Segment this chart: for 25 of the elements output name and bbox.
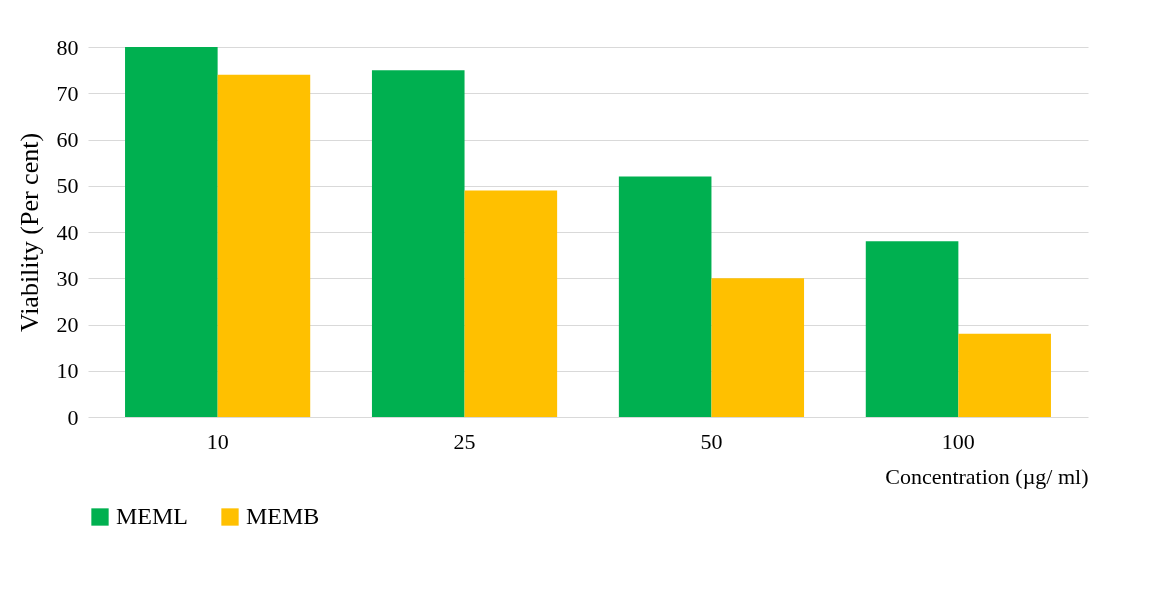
x-tick-label: 25 bbox=[453, 428, 476, 454]
bar bbox=[125, 47, 218, 417]
y-tick-label: 30 bbox=[56, 265, 79, 291]
bar bbox=[865, 241, 959, 417]
y-tick-label: 0 bbox=[67, 404, 79, 430]
bar bbox=[217, 74, 311, 417]
y-tick-label: 60 bbox=[56, 127, 79, 152]
y-tick-label: 50 bbox=[56, 173, 79, 199]
bar bbox=[618, 176, 712, 417]
legend-label: MEML bbox=[116, 503, 188, 529]
y-tick-label: 10 bbox=[56, 358, 79, 384]
y-axis-title: Viability (Per cent) bbox=[14, 132, 44, 333]
x-axis-title: Concentration (µg/ ml) bbox=[885, 463, 1089, 489]
y-tick-label: 40 bbox=[56, 219, 79, 245]
x-tick-label: 50 bbox=[700, 428, 723, 454]
legend-label: MEMB bbox=[246, 503, 320, 529]
bar bbox=[958, 333, 1051, 417]
x-tick-label: 100 bbox=[941, 428, 975, 454]
bar bbox=[371, 70, 465, 417]
y-tick-label: 80 bbox=[56, 34, 79, 60]
x-tick-label: 10 bbox=[206, 428, 229, 454]
y-tick-label: 20 bbox=[56, 312, 79, 337]
bar bbox=[464, 190, 558, 417]
bar bbox=[711, 278, 805, 417]
y-tick-label: 70 bbox=[56, 80, 79, 106]
